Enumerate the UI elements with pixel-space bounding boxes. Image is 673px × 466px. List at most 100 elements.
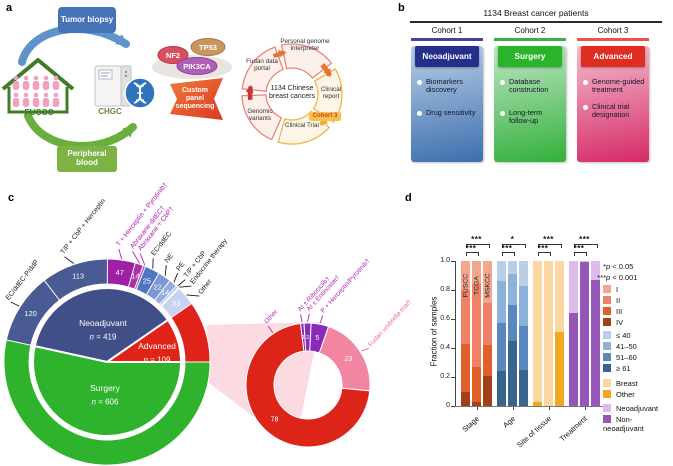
callout-line bbox=[164, 265, 167, 276]
bar-segment bbox=[497, 281, 506, 324]
legend-swatch bbox=[603, 353, 611, 361]
legend-item: Non-neoadjuvant bbox=[603, 415, 673, 433]
callout-line bbox=[64, 256, 75, 264]
legend-label: Breast bbox=[616, 379, 638, 388]
segment-value: 78 bbox=[271, 416, 279, 423]
callout-line bbox=[173, 273, 179, 283]
segment-label: T/P + CbP + Herceptin bbox=[60, 198, 108, 256]
peripheral-blood-arrow bbox=[24, 112, 137, 150]
bar-segment bbox=[519, 369, 528, 406]
panel-b-title: 1134 Breast cancer patients bbox=[483, 8, 589, 18]
legend-swatch bbox=[603, 331, 611, 339]
bullet-icon bbox=[583, 104, 588, 110]
peripheral-blood-box: Peripheral blood bbox=[57, 146, 117, 172]
legend-item: III bbox=[603, 307, 622, 316]
person-icon bbox=[53, 92, 59, 98]
sig-bracket-inner bbox=[465, 252, 479, 256]
pik3ca-label: PIK3CA bbox=[183, 62, 211, 71]
bar-segment bbox=[461, 290, 470, 344]
bar-segment bbox=[508, 340, 517, 406]
bar-TCGA bbox=[508, 261, 517, 406]
cohort-name: Neoadjuvant bbox=[79, 318, 127, 328]
bar-segment bbox=[591, 261, 600, 280]
bar-FUSCC bbox=[569, 261, 578, 406]
personal-genome-interpreter-label: Personal genome interpreter bbox=[280, 38, 330, 53]
fudan-data-portal-label: Fudan data portal bbox=[246, 58, 278, 73]
legend-item: Other bbox=[603, 390, 635, 399]
sig-bracket-inner bbox=[501, 252, 515, 256]
y-tick-label: 0 bbox=[446, 402, 450, 409]
bar-segment bbox=[569, 313, 578, 406]
cohort-3-column: Cohort 3 Advanced Genome-guided treatmen… bbox=[577, 26, 649, 162]
tp53-ellipse bbox=[190, 38, 226, 56]
panel-b: b 1134 Breast cancer patients Cohort 1 N… bbox=[398, 0, 673, 190]
y-tick bbox=[451, 290, 455, 291]
patients-icon bbox=[12, 75, 60, 107]
sig-stars-outer: *** bbox=[543, 235, 554, 244]
callout-line bbox=[10, 301, 20, 307]
panel-d: d Fraction of samples 0 0.2 0.4 0.6 0.8 1.0 FU… bbox=[400, 190, 673, 466]
x-tick bbox=[476, 407, 478, 410]
list-item: Database construction bbox=[500, 77, 562, 95]
segment-value: 33 bbox=[172, 299, 180, 308]
list-item: Clinical trial designation bbox=[583, 102, 645, 120]
person-icon bbox=[22, 98, 30, 107]
sig-bracket-outer bbox=[573, 244, 598, 248]
panel-d-label: d bbox=[405, 192, 412, 204]
y-tick-label: 0.4 bbox=[440, 344, 450, 351]
cohort-n: n = 109 bbox=[144, 356, 171, 365]
callout-line bbox=[360, 348, 370, 352]
cohort-2-column: Cohort 2 Surgery Database construction L… bbox=[494, 26, 566, 162]
bar-segment bbox=[472, 261, 481, 285]
cohort-name: Surgery bbox=[90, 383, 121, 393]
cohort-2-bullet-2: Long-term follow-up bbox=[509, 107, 543, 126]
segment-value: 14 bbox=[161, 288, 169, 297]
y-tick bbox=[451, 377, 455, 378]
callout-line bbox=[139, 253, 146, 266]
bar-MSKCC bbox=[519, 261, 528, 406]
sig-bracket-inner bbox=[537, 252, 551, 256]
hospital-icon bbox=[1, 58, 75, 114]
legend-item: ≥ 61 bbox=[603, 364, 631, 373]
list-item: Long-term follow-up bbox=[500, 107, 562, 126]
bar-segment bbox=[519, 285, 528, 327]
cohort-3-bullet-1: Genome-guided treatment bbox=[592, 76, 645, 95]
person-icon bbox=[12, 98, 20, 107]
clinical-report-label: Clinical report bbox=[320, 86, 342, 101]
sig-bracket-outer bbox=[537, 244, 562, 248]
list-item: Drug sensitivity bbox=[417, 108, 479, 118]
y-tick-label: 0.2 bbox=[440, 373, 450, 380]
legend-swatch bbox=[603, 390, 611, 398]
legend-label: ≥ 61 bbox=[616, 364, 631, 373]
tumor-biopsy-arrow bbox=[18, 25, 130, 66]
person-icon bbox=[53, 75, 59, 81]
legend-swatch bbox=[603, 285, 611, 293]
segment-value: 120 bbox=[24, 309, 37, 318]
legend-label: IV bbox=[616, 318, 624, 327]
bar-segment bbox=[483, 261, 492, 304]
legend-label: ≤ 40 bbox=[616, 331, 631, 340]
cohort-1-column: Cohort 1 Neoadjuvant Biomarkers discover… bbox=[411, 26, 483, 162]
x-tick bbox=[548, 407, 550, 410]
person-icon bbox=[33, 92, 39, 98]
tumor-biopsy-box: Tumor biopsy bbox=[58, 7, 116, 33]
segment-label: NE bbox=[164, 252, 176, 264]
segment-value: 1 bbox=[302, 335, 305, 341]
bar-segment bbox=[555, 261, 564, 333]
callout-line bbox=[132, 251, 141, 264]
callout-line bbox=[186, 294, 200, 297]
panel-a-label: a bbox=[6, 2, 13, 14]
bar-segment bbox=[461, 391, 470, 406]
significance-text: < 0.001 bbox=[610, 272, 638, 282]
sig-stars-inner: *** bbox=[465, 243, 477, 253]
bar-segment bbox=[508, 261, 517, 275]
segment-value: 2 bbox=[306, 335, 309, 341]
person-icon bbox=[52, 81, 60, 90]
segment-value: 113 bbox=[72, 272, 84, 281]
segment-value: 22 bbox=[153, 282, 161, 291]
list-item: Genome-guided treatment bbox=[583, 76, 645, 95]
significance-text: p bbox=[606, 272, 611, 282]
person-icon bbox=[23, 75, 29, 81]
legend-item: II bbox=[603, 296, 620, 305]
